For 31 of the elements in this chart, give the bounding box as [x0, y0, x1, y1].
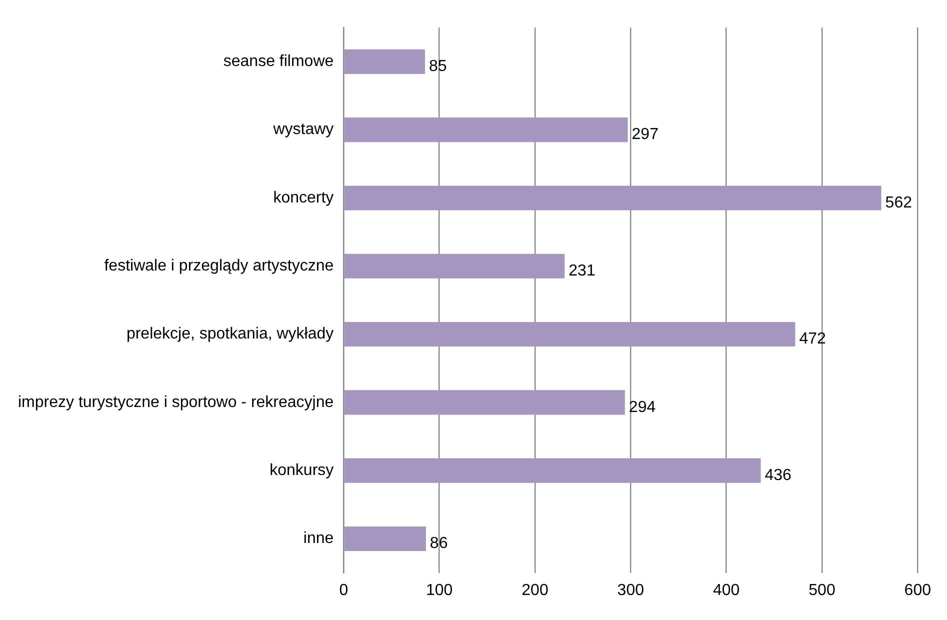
data-label: 231 [568, 262, 596, 280]
y-tick-label: imprezy turystyczne i sportowo - rekreacyjne [18, 394, 334, 411]
data-label: 294 [628, 398, 656, 416]
x-tick-label: 0 [339, 582, 348, 599]
x-tick-label: 400 [712, 582, 740, 599]
data-label: 562 [885, 194, 912, 212]
y-tick-label: seanse filmowe [223, 53, 334, 70]
y-tick-label: prelekcje, spotkania, wykłady [126, 326, 334, 343]
bar [344, 526, 426, 551]
data-label: 436 [764, 466, 792, 484]
y-tick-label: festiwale i przeglądy artystyczne [104, 258, 334, 275]
y-tick-label: konkursy [270, 462, 334, 479]
y-tick-label: wystawy [272, 121, 334, 138]
data-label: 297 [632, 126, 659, 144]
bar [344, 322, 796, 347]
bar [344, 186, 882, 210]
bar [344, 49, 425, 74]
bar [344, 118, 628, 142]
x-tick-label: 100 [426, 582, 453, 599]
data-label: 472 [799, 330, 826, 348]
bar [344, 390, 625, 415]
x-tick-label: 600 [904, 582, 932, 599]
y-tick-label: koncerty [273, 189, 334, 206]
x-tick-label: 200 [522, 582, 548, 599]
data-label: 85 [428, 58, 447, 76]
data-label: 86 [430, 535, 448, 552]
x-tick-label: 500 [808, 582, 836, 599]
bar [344, 254, 565, 278]
bar [344, 458, 761, 483]
x-tick-label: 300 [617, 582, 644, 599]
y-tick-label: inne [303, 530, 334, 548]
